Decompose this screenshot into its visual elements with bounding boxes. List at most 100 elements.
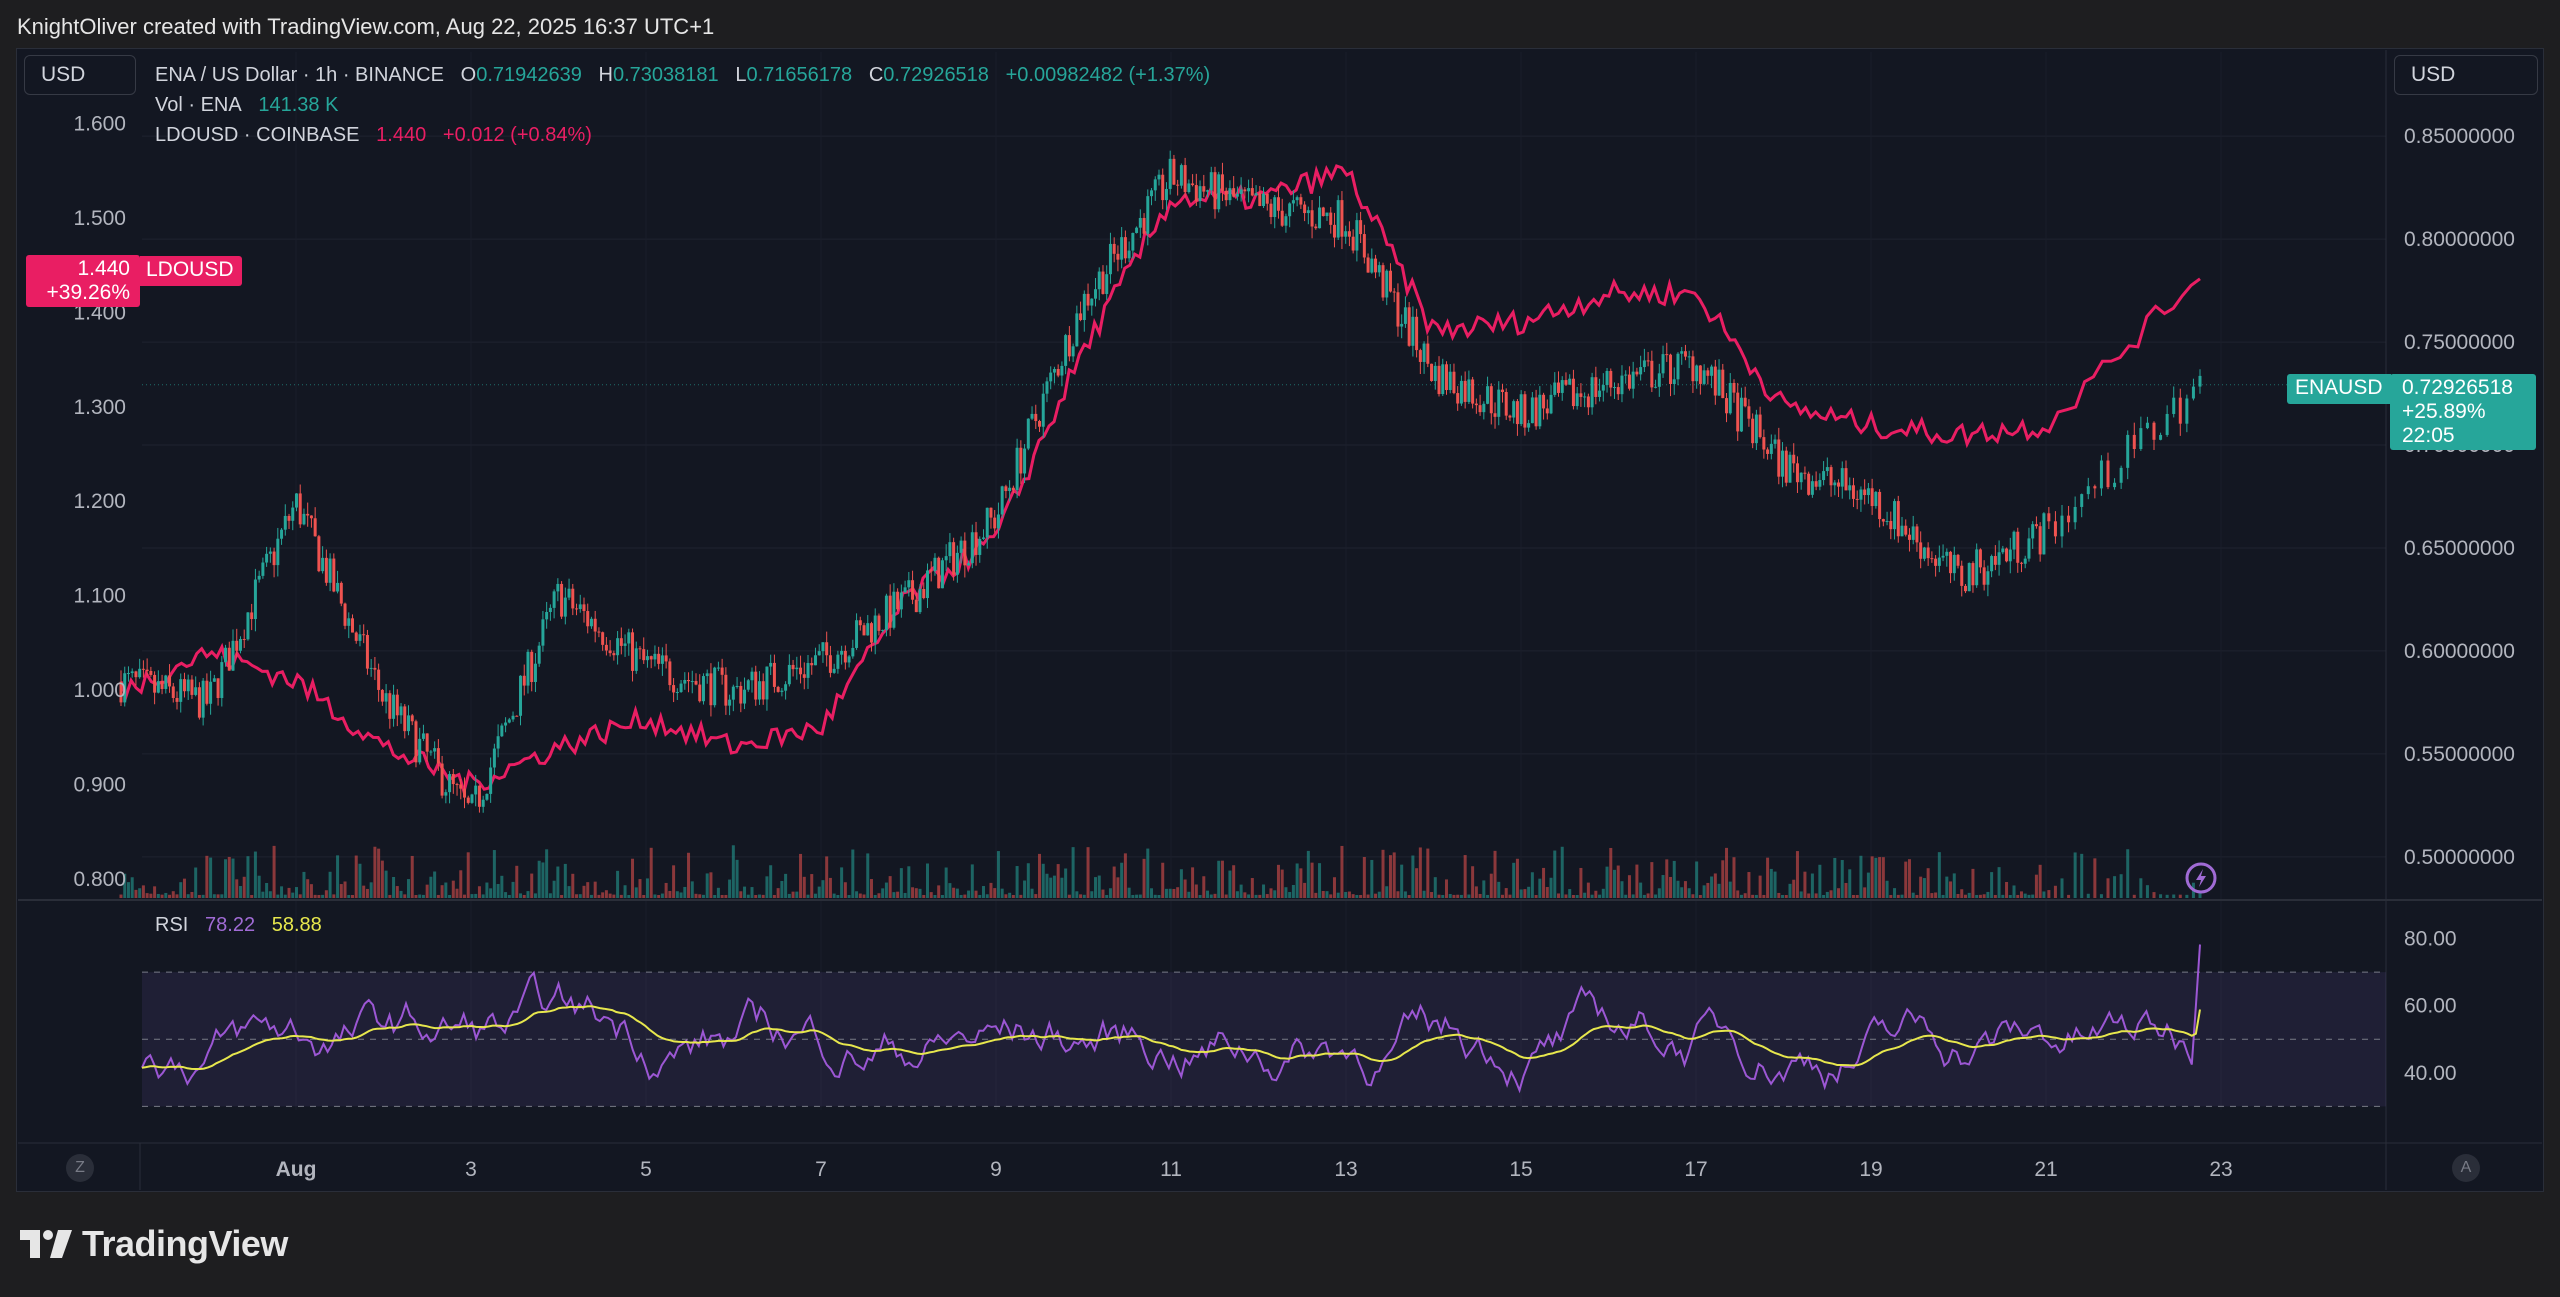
ena-price-label: 0.72926518 +25.89% 22:05: [2390, 374, 2536, 450]
candle-body: [933, 557, 937, 572]
volume-bar: [638, 879, 642, 898]
candle-body: [1963, 585, 1967, 592]
volume-bar: [224, 859, 228, 898]
volume-bar: [515, 865, 519, 898]
volume-bar: [825, 856, 829, 898]
volume-bar: [541, 862, 545, 898]
candle-body: [1665, 354, 1669, 356]
volume-bar: [1553, 850, 1557, 898]
candle-body: [1362, 234, 1366, 258]
candle-body: [1627, 374, 1631, 389]
open-label: O: [460, 64, 477, 86]
candle-body: [1041, 393, 1045, 427]
candle-body: [828, 655, 832, 673]
candle-body: [212, 678, 216, 682]
low-value: 0.71656178: [746, 64, 853, 86]
volume-bar: [1702, 885, 1706, 898]
volume-bar: [2008, 894, 2012, 898]
candle-body: [1669, 354, 1673, 385]
candle-body: [1848, 485, 1852, 491]
x-axis-tick: 15: [1509, 1158, 1532, 1181]
volume-bar: [1766, 857, 1770, 898]
volume-bar: [1146, 848, 1150, 898]
candle-body: [298, 493, 302, 525]
volume-bar: [309, 884, 313, 898]
rsi-legend[interactable]: RSI 78.22 58.88: [155, 914, 322, 937]
volume-bar: [1661, 875, 1665, 898]
volume-bar: [1870, 856, 1874, 898]
volume-bar: [455, 888, 459, 898]
candle-body: [1642, 360, 1646, 368]
candle-body: [1250, 188, 1254, 196]
chart-canvas[interactable]: 0.50000000 0.55000000 0.60000000 0.65000000…: [0, 0, 2560, 1193]
volume-bar: [1232, 865, 1236, 898]
volume-bar: [141, 885, 145, 898]
candle-body: [1254, 193, 1258, 196]
volume-bar: [698, 894, 702, 898]
volume-bar: [1060, 877, 1064, 898]
volume-bar: [220, 894, 224, 898]
volume-bar: [982, 886, 985, 898]
volume-bar: [1433, 877, 1437, 898]
volume-bar: [407, 879, 410, 898]
candle-body: [1766, 449, 1770, 454]
candle-body: [657, 653, 661, 664]
candle-body: [1157, 174, 1161, 180]
candle-body: [1762, 437, 1766, 450]
candle-body: [179, 679, 183, 702]
volume-bar: [2145, 885, 2149, 898]
volume-bar: [1052, 875, 1056, 898]
candle-body: [156, 681, 160, 693]
volume-bar: [1549, 877, 1553, 898]
volume-bar: [1202, 876, 1206, 898]
candle-body: [757, 681, 761, 700]
candle-body: [1900, 525, 1904, 537]
candle-body: [339, 582, 343, 604]
candle-body: [832, 668, 836, 673]
volume-bar: [836, 894, 840, 898]
compare-legend-row[interactable]: LDOUSD · COINBASE 1.440 +0.012 (+0.84%): [155, 120, 1210, 150]
candle-body: [1273, 197, 1277, 218]
volume-bar: [754, 894, 758, 898]
volume-bar: [757, 894, 761, 898]
volume-legend-row[interactable]: Vol · ENA 141.38 K: [155, 90, 1210, 120]
candle-body: [182, 679, 186, 692]
volume-bar: [336, 855, 340, 898]
tradingview-logo[interactable]: TradingView: [20, 1223, 288, 1264]
auto-scale-button[interactable]: A: [2452, 1154, 2480, 1182]
volume-bar: [1280, 869, 1284, 898]
candle-body: [851, 647, 855, 657]
volume-bar: [2172, 894, 2176, 898]
volume-bar: [1937, 852, 1941, 898]
currency-select-left[interactable]: USD: [24, 55, 136, 95]
volume-bar: [679, 892, 683, 898]
candle-body: [149, 670, 153, 675]
candle-body: [448, 774, 452, 793]
candle-body: [1758, 414, 1762, 438]
volume-bar: [571, 873, 575, 898]
zoom-corner-button[interactable]: Z: [66, 1154, 94, 1182]
candle-body: [1224, 190, 1228, 201]
candle-body: [332, 558, 336, 592]
candle-body: [799, 667, 803, 675]
currency-select-right[interactable]: USD: [2394, 55, 2538, 95]
candle-body: [638, 648, 642, 650]
lightning-icon[interactable]: [2185, 862, 2217, 894]
candle-body: [1721, 369, 1725, 399]
candle-body: [1239, 189, 1243, 195]
candle-body: [369, 667, 373, 669]
candle-body: [567, 588, 571, 598]
main-legend-row[interactable]: ENA / US Dollar · 1h · BINANCE O0.719426…: [155, 60, 1210, 90]
volume-bar: [1646, 893, 1650, 898]
candle-body: [1332, 224, 1336, 238]
candle-body: [1557, 382, 1560, 393]
volume-bar: [866, 853, 870, 898]
volume-bar: [138, 888, 142, 898]
candle-body: [1571, 378, 1575, 407]
volume-bar: [1907, 859, 1911, 898]
volume-bar: [362, 885, 366, 898]
volume-bar: [537, 860, 541, 898]
volume-bar: [477, 886, 481, 898]
candle-body: [347, 618, 351, 626]
volume-bar: [810, 874, 814, 898]
